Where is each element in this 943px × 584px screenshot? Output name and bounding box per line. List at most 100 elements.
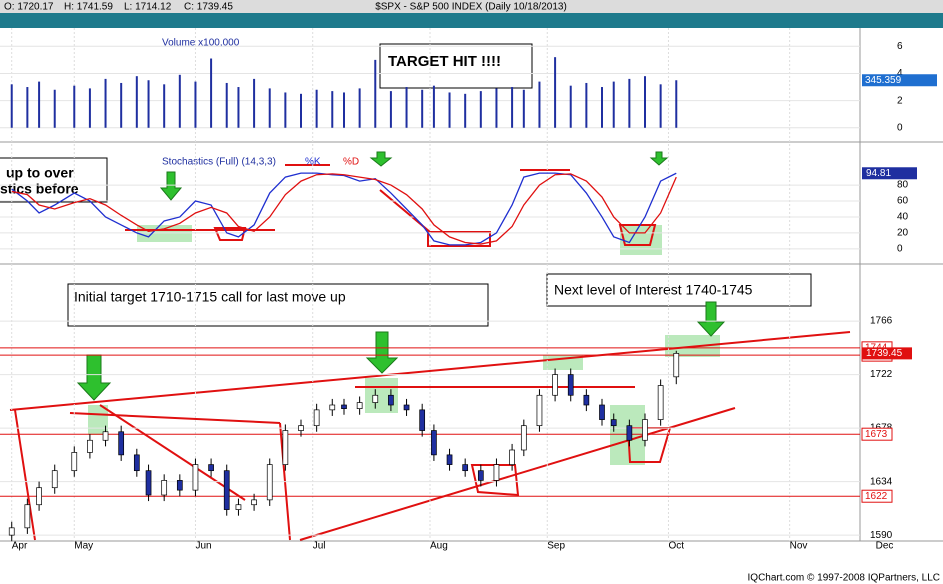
y-tick-label: 1634 (870, 476, 893, 487)
ohlc-high: H: 1741.59 (64, 2, 113, 13)
candle-body (673, 353, 680, 378)
volume-bar (88, 88, 91, 128)
candle-body (298, 425, 304, 431)
candle-body (8, 527, 15, 536)
y-tick-label: 4 (897, 68, 903, 79)
ohlc-low: L: 1714.12 (124, 2, 172, 13)
volume-title: Volume x100,000 (162, 38, 240, 49)
candle-body (642, 419, 648, 441)
volume-bar (253, 78, 256, 128)
x-tick-label: Aug (430, 541, 448, 552)
candle-body (552, 374, 558, 396)
x-tick-label: Dec (876, 541, 894, 552)
candle-body (133, 454, 140, 472)
candle-body (36, 487, 42, 506)
y-tick-label: 1590 (870, 530, 893, 541)
header-stripe (0, 13, 943, 28)
volume-bar (495, 88, 498, 128)
volume-bar (554, 57, 557, 128)
candle-body (599, 404, 605, 420)
stoch-title: Stochastics (Full) (14,3,3) (162, 157, 276, 168)
y-tick-label: 60 (897, 196, 909, 207)
x-tick-label: Sep (547, 541, 565, 552)
value-box (862, 74, 937, 87)
candle-body (145, 470, 152, 496)
volume-bar (343, 92, 345, 128)
volume-bar (644, 76, 646, 128)
candle-body (102, 431, 109, 441)
volume-bar (522, 89, 525, 128)
value-label: 1739.45 (866, 348, 903, 359)
x-tick-label: Jul (313, 541, 326, 552)
candle-body (313, 409, 320, 427)
candle-body (251, 499, 257, 506)
volume-bar (374, 59, 377, 128)
candle-body (388, 394, 394, 406)
candle-body (329, 404, 336, 411)
volume-bar (601, 87, 603, 128)
annotation-box (67, 283, 489, 327)
volume-bar (315, 89, 318, 128)
volume-bar (225, 82, 228, 128)
footer: IQChart.com © 1997-2008 IQPartners, LLC (748, 573, 940, 584)
volume-bar (464, 93, 467, 128)
volume-bar (73, 85, 76, 128)
candle-body (626, 425, 633, 441)
volume-bar (38, 81, 41, 128)
candle-body (493, 464, 500, 481)
candle-body (161, 480, 168, 496)
candle-body (176, 480, 183, 491)
candle-body (235, 504, 242, 510)
y-tick-label: 2 (897, 95, 903, 106)
candle-body (610, 419, 617, 427)
volume-bar (104, 78, 107, 128)
y-tick-label: 1766 (870, 316, 893, 327)
value-box (862, 167, 917, 180)
candle-body (403, 404, 410, 411)
candle-body (223, 470, 230, 510)
highlight (88, 405, 108, 435)
x-tick-label: Apr (12, 541, 28, 552)
x-tick-label: Oct (668, 541, 684, 552)
candle-body (509, 449, 515, 465)
volume-bar (135, 76, 138, 128)
x-tick-label: Jun (195, 541, 211, 552)
candle-body (71, 452, 78, 472)
chart-title: $SPX - S&P 500 INDEX (Daily 10/18/2013) (375, 2, 567, 13)
volume-bar (675, 80, 678, 128)
annotation-box (379, 43, 533, 89)
level-box (861, 427, 893, 441)
y-tick-label: 20 (897, 228, 909, 239)
candle-body (208, 464, 214, 472)
candle-body (266, 464, 273, 501)
highlight (137, 225, 192, 242)
volume-bar (569, 85, 572, 128)
annotation-box (0, 157, 108, 203)
ohlc-open: O: 1720.17 (4, 2, 54, 13)
level-label: 1622 (865, 491, 888, 502)
arrows (76, 151, 726, 401)
candle-body (520, 425, 527, 451)
x-tick-label: Nov (790, 541, 808, 552)
volume-bar (538, 81, 541, 128)
value-label: 345.359 (865, 75, 902, 86)
volume-bar (405, 87, 408, 128)
x-tick-label: May (74, 541, 93, 552)
candle-body (462, 464, 469, 472)
volume-bar (53, 89, 56, 128)
y-tick-label: 40 (897, 212, 909, 223)
volume-bar (331, 91, 334, 128)
candle-body (118, 431, 125, 456)
volume-bar (147, 80, 150, 128)
volume-bar (237, 87, 240, 128)
candle-body (657, 385, 664, 420)
volume-bar (432, 85, 435, 128)
volume-bar (628, 78, 631, 128)
legend-label: %K (305, 157, 321, 168)
level-box (861, 489, 893, 503)
volume-bar (178, 74, 181, 128)
volume-bar (300, 93, 302, 128)
volume-bar (120, 82, 123, 128)
volume-bar (479, 91, 482, 128)
y-tick-label: 6 (897, 41, 903, 52)
